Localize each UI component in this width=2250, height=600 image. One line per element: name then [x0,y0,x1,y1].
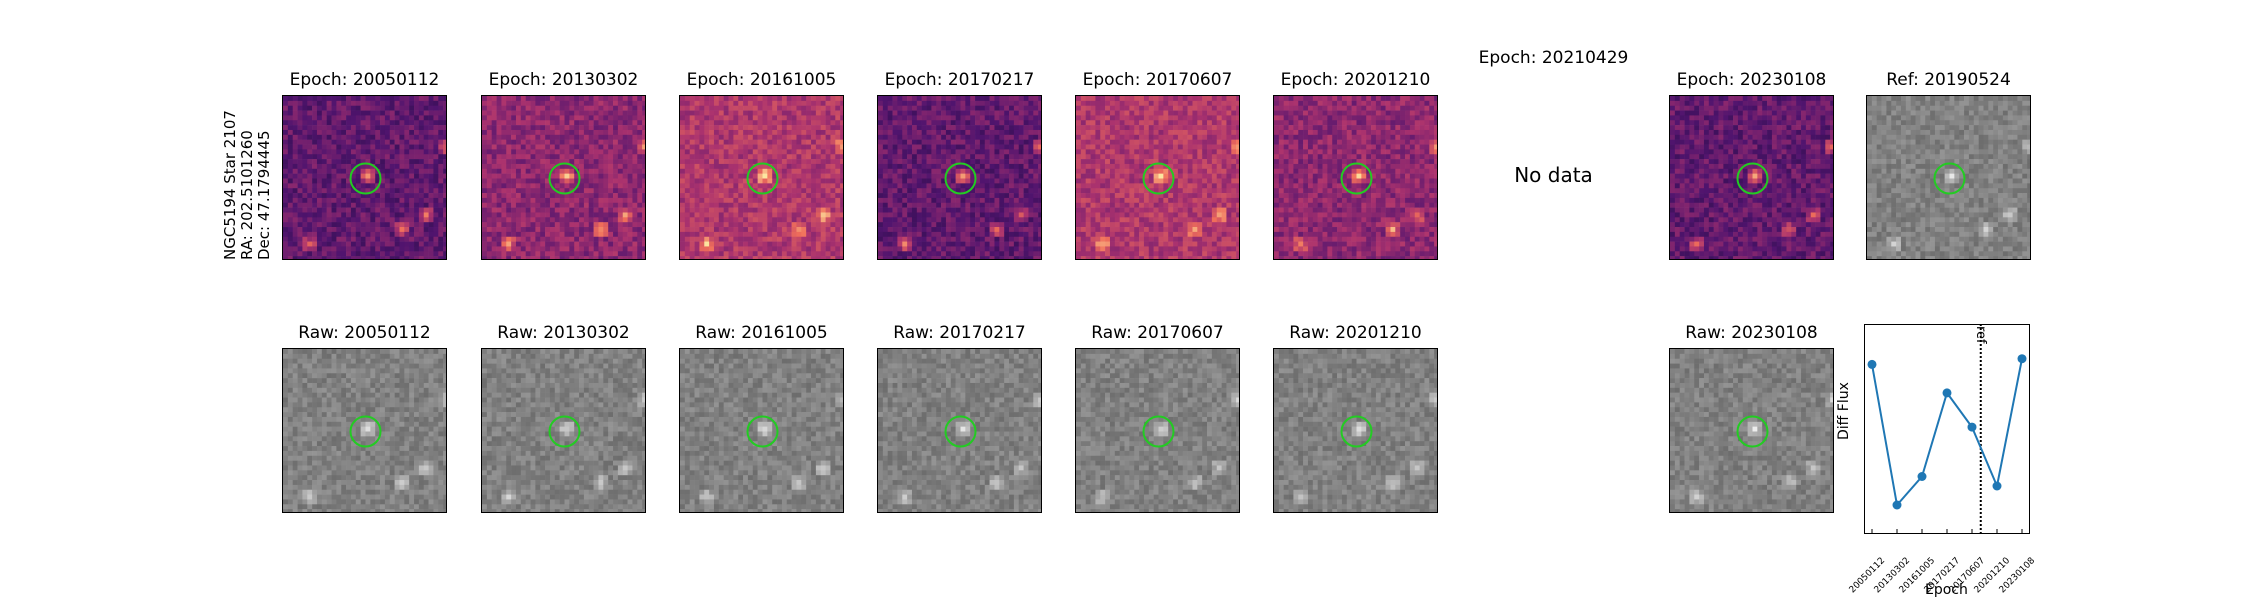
diff-panel-title: Epoch: 20210429 [1478,48,1629,68]
ref-label: ref [1973,326,1988,344]
star-ra: RA: 202.5101260 [238,130,256,260]
lc-point [1967,422,1977,432]
raw-image-panel [481,348,646,513]
lc-point [1867,359,1877,369]
lc-ylabel: Diff Flux [1836,382,1852,440]
lc-frame [1864,324,2030,534]
aperture-circle [349,162,382,195]
raw-panel-title: Raw: 20170607 [1091,323,1224,343]
aperture-circle [944,162,977,195]
diff-panel-title: Ref: 20190524 [1886,70,2011,90]
diff-panel-title: Epoch: 20161005 [686,70,837,90]
raw-image-panel [1075,348,1240,513]
aperture-circle [1340,162,1373,195]
aperture-circle [944,415,977,448]
aperture-circle [746,162,779,195]
aperture-circle [1142,162,1175,195]
lc-point [1992,481,2002,491]
aperture-circle [1142,415,1175,448]
aperture-circle [1340,415,1373,448]
diff-image-panel [282,95,447,260]
aperture-circle [548,415,581,448]
diff-image-panel [679,95,844,260]
diff-image-panel [481,95,646,260]
light-curve-svg: ref [1864,324,2030,534]
aperture-circle [548,162,581,195]
raw-image-panel [282,348,447,513]
lc-point [1917,472,1927,481]
aperture-circle [349,415,382,448]
raw-panel-title: Raw: 20130302 [497,323,630,343]
lc-xlabel: Epoch [1925,582,1968,598]
raw-panel-title: Raw: 20161005 [695,323,828,343]
diff-image-panel [1866,95,2031,260]
diff-panel-title: Epoch: 20170217 [884,70,1035,90]
diff-panel-title: Epoch: 20170607 [1082,70,1233,90]
no-data-label: No data [1514,163,1593,187]
diff-panel-title: Epoch: 20230108 [1676,70,1827,90]
star-dec: Dec: 47.1794445 [255,130,273,260]
lc-point [1942,388,1952,398]
raw-image-panel [1669,348,1834,513]
raw-image-panel [1273,348,1438,513]
diff-image-panel [1669,95,1834,260]
star-label: NGC5194 Star 2107 RA: 202.5101260 Dec: 4… [221,100,282,260]
lc-point [2017,354,2027,364]
raw-image-panel [679,348,844,513]
diff-image-panel [877,95,1042,260]
raw-panel-title: Raw: 20170217 [893,323,1026,343]
aperture-circle [746,415,779,448]
raw-panel-title: Raw: 20201210 [1289,323,1422,343]
light-curve-chart: ref [1864,324,2030,534]
raw-panel-title: Raw: 20050112 [298,323,431,343]
raw-panel-title: Raw: 20230108 [1685,323,1818,343]
aperture-circle [1933,162,1966,195]
lc-point [1892,500,1902,510]
aperture-circle [1736,162,1769,195]
star-name: NGC5194 Star 2107 [221,110,239,260]
raw-image-panel [877,348,1042,513]
aperture-circle [1736,415,1769,448]
diff-image-panel [1075,95,1240,260]
diff-image-panel [1273,95,1438,260]
diff-panel-title: Epoch: 20130302 [488,70,639,90]
diff-panel-title: Epoch: 20201210 [1280,70,1431,90]
diff-panel-title: Epoch: 20050112 [289,70,440,90]
